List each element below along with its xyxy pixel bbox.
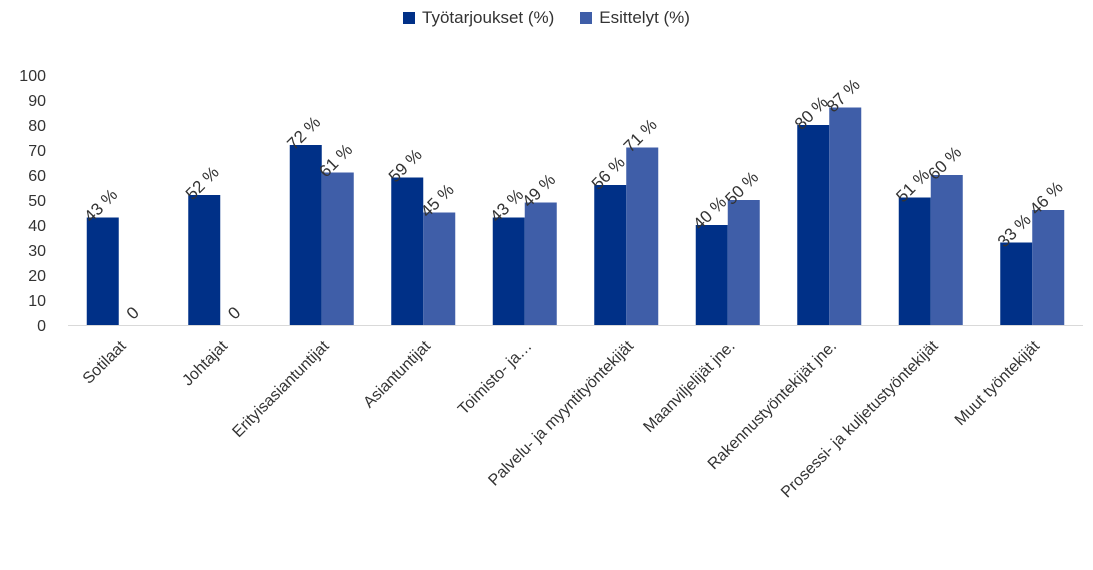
bar xyxy=(321,172,354,325)
y-tick-label: 10 xyxy=(28,293,46,310)
y-tick-label: 40 xyxy=(28,218,46,235)
bar xyxy=(188,195,221,325)
legend-swatch-tyotarjoukset xyxy=(403,12,416,24)
legend-label-esittelyt: Esittelyt (%) xyxy=(599,8,690,27)
x-tick-label: Sotilaat xyxy=(80,337,130,387)
x-tick-label: Toimisto- ja… xyxy=(455,338,536,419)
bar xyxy=(289,145,322,325)
bar xyxy=(594,185,627,325)
x-tick-label: Maanviljelijät jne. xyxy=(640,338,738,436)
x-tick-label: Asiantuntijat xyxy=(360,337,434,411)
legend-swatch-esittelyt xyxy=(580,12,593,24)
bar xyxy=(797,125,830,325)
bar xyxy=(492,217,525,325)
x-tick-label: Muut työntekijät xyxy=(952,337,1044,429)
legend-label-tyotarjoukset: Työtarjoukset (%) xyxy=(422,8,555,27)
bar xyxy=(898,197,931,325)
legend-item-tyotarjoukset: Työtarjoukset (%) xyxy=(403,8,554,28)
y-tick-label: 30 xyxy=(28,243,46,260)
bar xyxy=(1032,210,1065,325)
y-tick-label: 70 xyxy=(28,143,46,160)
y-tick-label: 80 xyxy=(28,118,46,135)
legend-item-esittelyt: Esittelyt (%) xyxy=(580,8,690,28)
y-tick-label: 60 xyxy=(28,168,46,185)
bar xyxy=(86,217,119,325)
bar xyxy=(930,175,963,325)
bar xyxy=(695,225,728,325)
bar xyxy=(1000,242,1033,325)
y-tick-label: 100 xyxy=(19,68,46,85)
bar xyxy=(727,200,760,325)
x-tick-label: Johtajat xyxy=(179,337,231,389)
bar xyxy=(423,212,456,325)
bar xyxy=(626,147,659,325)
y-tick-label: 20 xyxy=(28,268,46,285)
data-label: 0 xyxy=(123,303,143,323)
x-tick-label: Erityisasiantuntijat xyxy=(229,337,333,441)
bar xyxy=(524,202,557,325)
y-tick-label: 50 xyxy=(28,193,46,210)
bar xyxy=(829,107,862,325)
y-tick-label: 90 xyxy=(28,93,46,110)
bar xyxy=(391,177,424,325)
data-label: 0 xyxy=(224,303,244,323)
legend: Työtarjoukset (%) Esittelyt (%) xyxy=(0,8,1093,28)
y-tick-label: 0 xyxy=(37,318,46,335)
